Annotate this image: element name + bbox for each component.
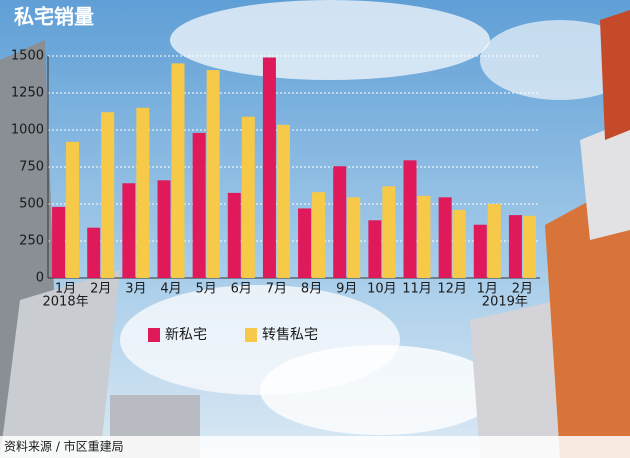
bar [473,224,487,278]
y-tick-label: 500 [19,197,44,212]
bar [312,192,326,278]
y-tick-label: 1000 [11,123,44,138]
chart-title: 私宅销量 [14,5,94,29]
bar [171,63,185,279]
bar [382,186,396,278]
bar [487,204,501,278]
bar [101,112,115,279]
bar [347,197,361,278]
bar [66,141,80,278]
x-tick-label: 7月 [266,282,287,297]
y-tick-label: 1250 [11,86,44,101]
x-tick-label: 8月 [301,282,322,297]
bar [333,166,347,278]
x-tick-label: 3月 [125,282,146,297]
legend-label: 转售私宅 [262,327,318,343]
x-tick-label: 2月 [512,282,533,297]
x-tick-label: 1月 [55,282,76,297]
y-tick-label: 250 [19,234,44,249]
bar [87,227,101,278]
bar [438,197,452,278]
legend-label: 新私宅 [165,327,207,343]
bar [508,215,522,278]
y-tick-label: 750 [19,160,44,175]
bar [157,180,171,278]
bar [52,206,66,278]
x-tick-label: 5月 [196,282,217,297]
x-tick-label: 6月 [231,282,252,297]
x-tick-label: 1月 [477,282,498,297]
bar [262,57,276,279]
source: 资料来源 / 市区重建局 [4,439,124,454]
bar [241,116,255,279]
bar [403,160,417,278]
legend-swatch [245,328,257,342]
x-tick-label: 2月 [90,282,111,297]
bar [417,195,431,278]
y-tick-label: 1500 [11,49,44,64]
bar [368,220,382,278]
year-label: 2018年 [43,295,89,310]
bar [522,215,536,278]
x-tick-label: 10月 [367,282,397,297]
bar [192,132,206,278]
year-label: 2019年 [482,295,528,310]
x-tick-label: 9月 [336,282,357,297]
bar [136,107,150,278]
bar [227,192,241,278]
bar [206,70,220,278]
x-tick-label: 12月 [437,282,467,297]
x-tick-label: 4月 [160,282,181,297]
bar [298,208,312,278]
x-tick-label: 11月 [402,282,432,297]
y-tick-label: 0 [36,271,44,286]
bar [452,209,466,278]
bar [122,183,136,278]
legend-swatch [148,328,160,342]
bar [276,124,290,278]
